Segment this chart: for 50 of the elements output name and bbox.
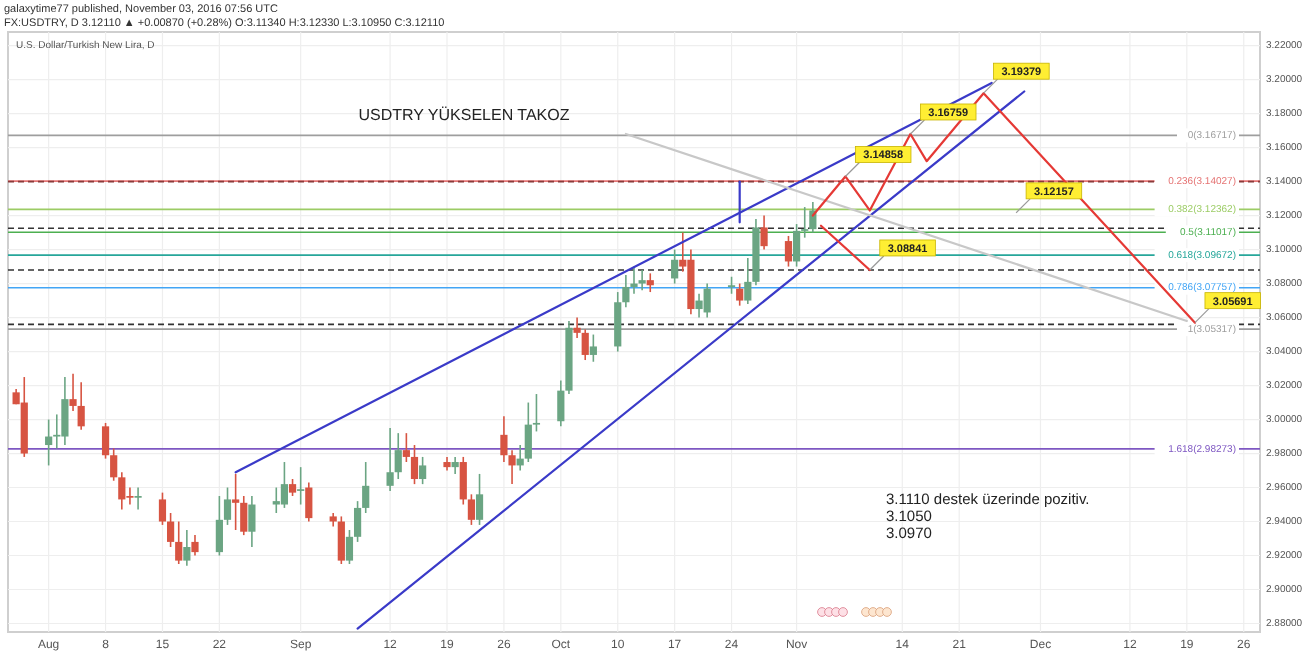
candlestick (459, 456, 467, 506)
candlestick (410, 444, 419, 485)
candlestick (581, 328, 589, 361)
candlestick (809, 201, 817, 234)
candlestick (215, 495, 223, 557)
candlestick (61, 376, 69, 446)
candlestick (589, 333, 597, 363)
candlestick (297, 466, 305, 506)
candlestick (646, 272, 654, 293)
candlestick (77, 381, 85, 431)
candlestick (305, 481, 313, 523)
candlestick (524, 401, 532, 463)
candlestick (760, 214, 768, 251)
text: USDTRY YÜKSELEN TAKOZ (358, 106, 570, 124)
candlestick (158, 491, 167, 526)
candlestick (110, 447, 118, 482)
candlestick (386, 427, 394, 492)
candlestick (280, 461, 289, 509)
candlestick (353, 500, 362, 543)
candlestick (223, 486, 232, 526)
candlestick (337, 515, 345, 565)
candlestick (240, 495, 248, 536)
candlestick (45, 418, 53, 467)
candlestick (614, 291, 622, 353)
candlestick (167, 512, 175, 548)
candlestick (345, 529, 354, 565)
candlestick (394, 432, 402, 480)
candlestick (232, 473, 240, 531)
candlestick (703, 282, 711, 319)
candlestick (793, 223, 801, 268)
candlestick (784, 235, 793, 268)
candlestick (183, 529, 191, 567)
candlestick (272, 486, 280, 514)
candlestick (638, 269, 646, 292)
candlestick (362, 461, 370, 514)
candlestick (671, 248, 679, 285)
candlestick (118, 471, 126, 511)
candlestick (134, 486, 142, 511)
candlestick (419, 456, 427, 485)
candlestick (248, 495, 256, 548)
candlestick (532, 393, 541, 433)
candlestick (695, 292, 703, 319)
candlestick (402, 432, 410, 463)
candlestick (467, 493, 475, 526)
candlestick (191, 534, 199, 557)
candlestick (475, 473, 484, 526)
candlestick (736, 282, 744, 307)
candlestick (175, 520, 183, 565)
candlestick (101, 422, 110, 460)
candlestick (801, 206, 809, 239)
